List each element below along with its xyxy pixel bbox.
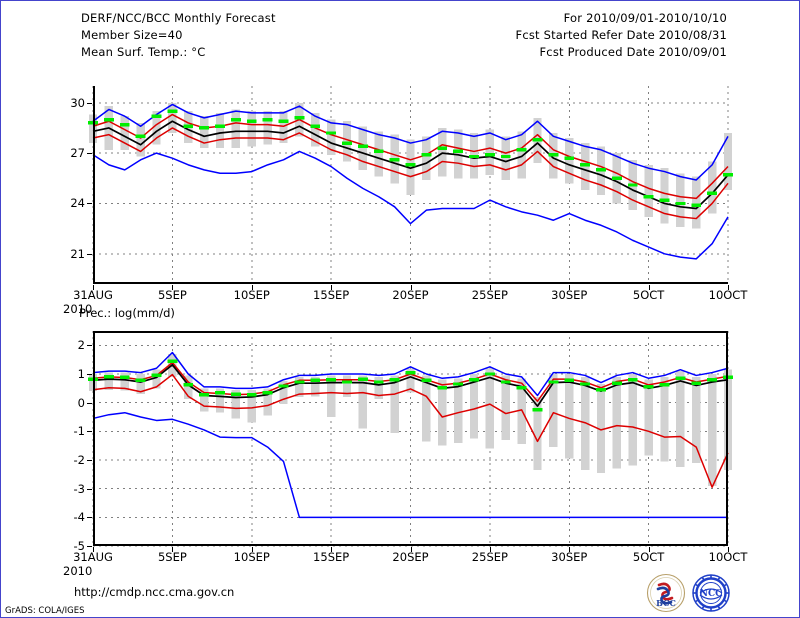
x-axis-tick-mark bbox=[93, 285, 94, 290]
ncc-logo-text: NCC bbox=[700, 589, 723, 599]
y-axis-tick-mark bbox=[87, 488, 92, 490]
precipitation-panel-title: Prec.: log(mm/d) bbox=[79, 306, 175, 320]
y-axis-tick-label: 0 bbox=[77, 395, 85, 410]
grads-credit-label: GrADS: COLA/IGES bbox=[5, 606, 85, 616]
x-axis-tick-mark bbox=[569, 547, 571, 552]
y-axis-tick-mark bbox=[87, 153, 92, 155]
x-axis-tick-label: 20SEP bbox=[392, 550, 429, 564]
y-axis-tick-mark bbox=[87, 460, 92, 461]
x-axis-tick-label: 30SEP bbox=[551, 288, 588, 302]
website-url[interactable]: http://cmdp.ncc.cma.gov.cn bbox=[74, 585, 235, 599]
precipitation-chart bbox=[88, 331, 733, 547]
x-axis-tick-label: 15SEP bbox=[313, 550, 350, 564]
x-axis-year-label: 2010 bbox=[63, 302, 93, 316]
x-axis-tick-label: 25SEP bbox=[471, 288, 508, 302]
y-axis-tick-label: 1 bbox=[77, 367, 85, 381]
y-axis-tick-mark bbox=[87, 546, 92, 547]
bcc-logo-text: BCC bbox=[656, 598, 676, 608]
y-axis-tick-label: -2 bbox=[73, 453, 85, 467]
y-axis-tick-mark bbox=[87, 203, 92, 205]
x-axis-tick-label: 5SEP bbox=[157, 550, 187, 564]
x-axis-tick-label: 10OCT bbox=[708, 288, 748, 302]
x-axis-tick-mark bbox=[331, 547, 333, 552]
x-axis-tick-label: 10SEP bbox=[233, 288, 270, 302]
x-axis-tick-label: 31AUG bbox=[73, 288, 113, 302]
x-axis-tick-label: 5SEP bbox=[157, 288, 187, 302]
y-axis-tick-label: -1 bbox=[73, 424, 85, 439]
y-axis-tick-mark bbox=[87, 102, 92, 104]
x-axis-tick-label: 30SEP bbox=[551, 550, 588, 564]
surface-temperature-chart bbox=[88, 86, 733, 284]
x-axis-tick-mark bbox=[172, 285, 174, 290]
ncc-logo-icon: NCC bbox=[692, 574, 730, 612]
x-axis-tick-label: 10OCT bbox=[708, 550, 748, 564]
precipitation-plot-canvas bbox=[88, 331, 733, 547]
y-axis-tick-mark bbox=[87, 345, 92, 347]
x-axis-tick-mark bbox=[410, 285, 412, 290]
forecast-period-label: For 2010/09/01-2010/10/10 bbox=[563, 11, 727, 25]
x-axis-tick-mark bbox=[489, 547, 491, 552]
x-axis-tick-mark bbox=[251, 285, 253, 290]
temperature-plot-canvas bbox=[88, 86, 733, 284]
y-axis-tick-label: 24 bbox=[70, 196, 85, 211]
x-axis-tick-mark bbox=[410, 547, 412, 552]
y-axis-tick-label: 27 bbox=[70, 146, 85, 161]
x-axis-tick-label: 15SEP bbox=[313, 288, 350, 302]
x-axis-tick-mark bbox=[648, 547, 650, 552]
x-axis-tick-mark bbox=[728, 547, 729, 552]
x-axis-tick-mark bbox=[331, 285, 333, 290]
fcst-produced-label: Fcst Produced Date 2010/09/01 bbox=[539, 45, 727, 59]
y-axis-tick-mark bbox=[87, 517, 92, 519]
x-axis-tick-mark bbox=[648, 285, 650, 290]
x-axis-tick-mark bbox=[93, 547, 94, 552]
y-axis-tick-label: 21 bbox=[70, 246, 85, 261]
x-axis-tick-label: 5OCT bbox=[632, 550, 665, 564]
y-axis-tick-mark bbox=[87, 431, 92, 433]
x-axis-tick-mark bbox=[489, 285, 491, 290]
report-title: DERF/NCC/BCC Monthly Forecast bbox=[81, 11, 276, 25]
y-axis-tick-mark bbox=[87, 374, 92, 375]
y-axis-tick-mark bbox=[87, 253, 92, 255]
x-axis-tick-mark bbox=[172, 547, 174, 552]
y-axis-tick-label: -4 bbox=[73, 510, 85, 525]
x-axis-tick-mark bbox=[569, 285, 571, 290]
x-axis-tick-label: 5OCT bbox=[632, 288, 665, 302]
variable-unit-label: Mean Surf. Temp.: °C bbox=[81, 45, 206, 59]
x-axis-tick-label: 20SEP bbox=[392, 288, 429, 302]
y-axis-tick-label: 2 bbox=[77, 338, 85, 353]
y-axis-tick-label: -3 bbox=[73, 481, 85, 496]
member-size-label: Member Size=40 bbox=[81, 28, 183, 42]
y-axis-tick-label: -5 bbox=[73, 539, 85, 553]
x-axis-year-label: 2010 bbox=[63, 564, 93, 578]
fcst-started-label: Fcst Started Refer Date 2010/08/31 bbox=[515, 28, 727, 42]
bcc-logo-icon: BCC bbox=[646, 573, 686, 613]
y-axis-tick-mark bbox=[87, 402, 92, 404]
x-axis-tick-label: 10SEP bbox=[233, 550, 270, 564]
x-axis-tick-mark bbox=[251, 547, 253, 552]
x-axis-tick-label: 25SEP bbox=[471, 550, 508, 564]
x-axis-tick-mark bbox=[728, 285, 729, 290]
x-axis-tick-label: 31AUG bbox=[73, 550, 113, 564]
y-axis-tick-label: 30 bbox=[70, 95, 85, 110]
